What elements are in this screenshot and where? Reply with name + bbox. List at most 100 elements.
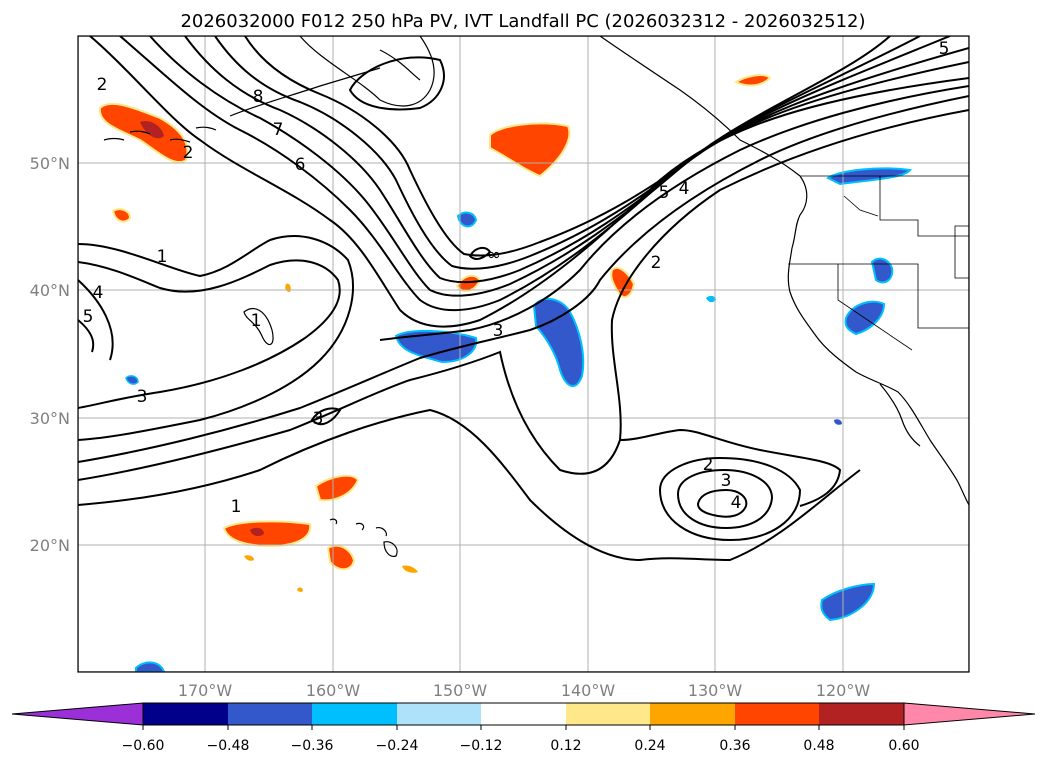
political-borders — [788, 175, 969, 351]
lat-tick-label: 20°N — [30, 536, 70, 555]
pos-patch-tiny-4 — [244, 555, 254, 561]
pos-patch-small-1 — [111, 208, 132, 223]
pv-contours — [78, 36, 969, 562]
neg-patch-small-1 — [456, 211, 478, 228]
colorbar-segment — [397, 703, 481, 725]
colorbar-segment — [735, 703, 819, 725]
contour-label: 2 — [97, 75, 108, 95]
lon-tick-label: 120°W — [816, 681, 871, 700]
contour-east-loop-4 — [696, 488, 748, 518]
colorbar-segment — [566, 703, 650, 725]
contour-3-west — [78, 259, 341, 409]
lon-tick-label: 170°W — [178, 681, 233, 700]
colorbar-ticks — [142, 725, 905, 730]
contour-label: 3 — [721, 471, 732, 491]
colorbar-segment — [143, 703, 228, 725]
colorbar-tick-label: 0.60 — [888, 738, 919, 754]
coast-us-west — [787, 247, 969, 506]
contour-small-loop-2 — [468, 246, 492, 260]
contour-label: 4 — [679, 179, 690, 199]
pos-patch-tiny-2 — [297, 587, 303, 592]
coast-hawaii — [329, 518, 398, 557]
colorbar-frame — [142, 702, 905, 726]
contour-label: 3 — [313, 409, 324, 429]
contour-east-outer — [619, 428, 842, 507]
colorbar-segment — [481, 703, 566, 725]
pos-patch-hawaii-north — [314, 474, 360, 502]
lat-tick-label: 40°N — [30, 281, 70, 300]
map-title: 2026032000 F012 250 hPa PV, IVT Landfall… — [180, 11, 865, 32]
map-area: 2 8 7 6 2 1 4 5 1 3 3 1 ∞ 3 5 4 2 2 3 4 … — [78, 36, 969, 672]
pos-patch-hawaii-south — [326, 544, 356, 571]
contour-label: 1 — [251, 311, 262, 331]
pos-patch-hawaii-west — [222, 520, 312, 548]
colorbar-tick-label: 0.48 — [803, 738, 834, 754]
coast-aleutian-islands — [103, 126, 217, 143]
colorbar-tick-label: −0.12 — [460, 738, 503, 754]
pos-patch-small-2 — [455, 274, 482, 293]
contour-label: 3 — [137, 387, 148, 407]
contour-label: 1 — [231, 497, 242, 517]
contour-4-mid — [379, 85, 969, 341]
pos-patch-aleutian — [98, 102, 189, 163]
contour-label: 5 — [939, 39, 950, 59]
contour-2-west — [78, 279, 114, 361]
longitude-labels: 170°W 160°W 150°W 140°W 130°W 120°W — [178, 681, 871, 700]
coast-canada — [791, 175, 808, 249]
neg-patch-tiny-1 — [125, 375, 139, 385]
contour-east-loop-2 — [658, 456, 802, 542]
lon-tick-label: 140°W — [561, 681, 616, 700]
colorbar-tick-label: −0.24 — [376, 738, 419, 754]
coast-baja — [879, 383, 921, 447]
colorbar-tick-label: 0.24 — [634, 738, 665, 754]
contour-label: 7 — [273, 120, 284, 140]
pos-patch-aleutian-core — [140, 120, 164, 139]
ivt-shading — [98, 74, 912, 672]
neg-patch-east — [532, 297, 585, 387]
contour-label: 3 — [493, 321, 504, 341]
colorbar-extend-min — [11, 702, 144, 726]
colorbar: −0.60 −0.48 −0.36 −0.24 −0.12 0.12 0.24 … — [11, 702, 1036, 754]
coast-alaska — [229, 36, 435, 117]
colorbar-segment — [312, 703, 397, 725]
colorbar-extend-max — [903, 702, 1036, 726]
contour-north-loop — [348, 56, 445, 111]
lat-tick-label: 30°N — [30, 409, 70, 428]
neg-patch-central — [394, 329, 478, 364]
contour-small-loop-1 — [310, 407, 342, 426]
neg-patch-tiny-2 — [706, 295, 716, 303]
contour-label: 6 — [295, 155, 306, 175]
contour-north-ridge-6 — [244, 36, 891, 257]
colorbar-tick-label: −0.60 — [122, 738, 165, 754]
map-border — [77, 35, 970, 673]
lon-tick-label: 160°W — [306, 681, 361, 700]
contour-east-loop-3 — [676, 468, 774, 530]
lon-tick-label: 130°W — [688, 681, 743, 700]
neg-patch-bottom — [135, 661, 166, 672]
neg-patch-tiny-3 — [834, 419, 842, 425]
contour-label: 5 — [83, 307, 94, 327]
colorbar-tick-label: −0.48 — [207, 738, 250, 754]
contour-label: 2 — [651, 253, 662, 273]
colorbar-tick-label: 0.12 — [550, 738, 581, 754]
contour-label: 4 — [93, 283, 104, 303]
pos-patch-alaska — [733, 74, 772, 87]
pos-patch-hawaii-west-core — [250, 527, 264, 537]
latitude-labels: 50°N 40°N 30°N 20°N — [30, 154, 70, 555]
contour-label: 2 — [703, 455, 714, 475]
neg-patch-south — [820, 582, 876, 622]
contour-label: 1 — [157, 247, 168, 267]
neg-patch-idaho — [870, 257, 894, 284]
colorbar-tick-label: −0.36 — [291, 738, 334, 754]
contour-3-mid — [78, 95, 969, 463]
contour-1-west — [78, 235, 354, 441]
colorbar-tick-labels: −0.60 −0.48 −0.36 −0.24 −0.12 0.12 0.24 … — [122, 738, 920, 754]
lat-tick-label: 50°N — [30, 154, 70, 173]
coast-islands-misc — [243, 308, 274, 346]
contour-label: 2 — [183, 143, 194, 163]
colorbar-tick-label: 0.36 — [719, 738, 750, 754]
contour-label: ∞ — [487, 245, 501, 265]
lon-tick-label: 150°W — [433, 681, 488, 700]
contour-1-mid — [78, 408, 861, 562]
